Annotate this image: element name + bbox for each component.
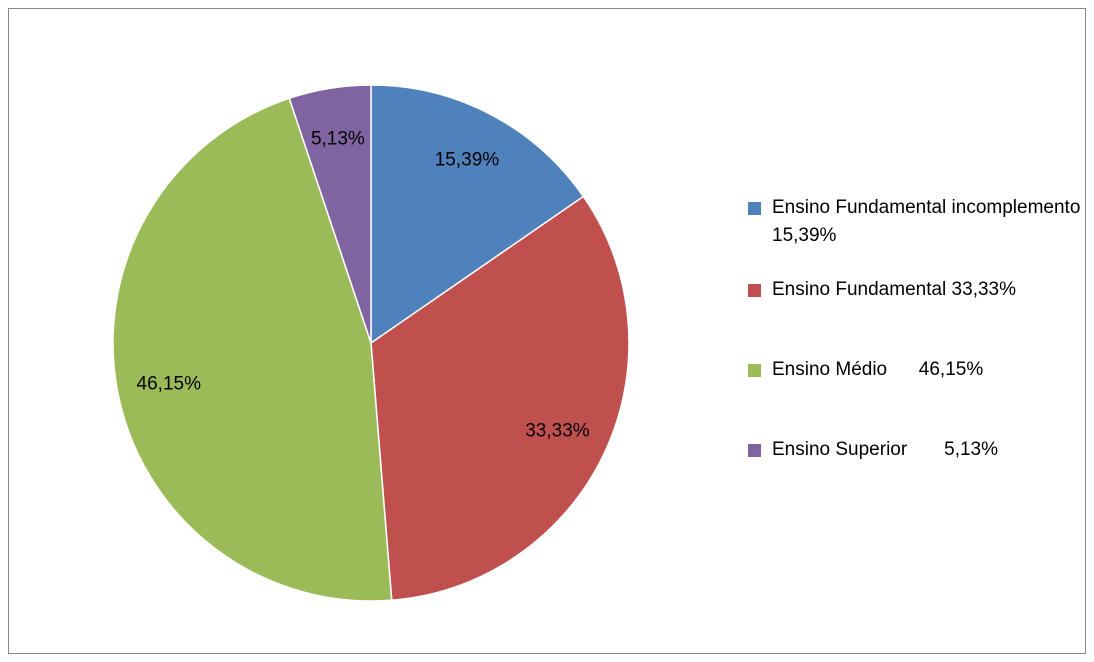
pie-slice [112,97,393,602]
legend-swatch [748,364,761,377]
legend-swatch [748,202,761,215]
legend-item: Ensino Superior 5,13% [748,436,1088,464]
data-label: 33,33% [525,421,590,442]
data-label: 5,13% [311,128,365,149]
legend-label: Ensino Médio 46,15% [772,359,984,380]
legend-label: Ensino Fundamental 33,33% [772,279,1016,300]
pie-slice [288,84,372,344]
legend-label: Ensino Superior 5,13% [772,439,999,460]
legend-swatch [748,284,761,297]
pie-slice [370,84,585,345]
data-label: 15,39% [435,149,500,170]
legend-item: Ensino Fundamental 33,33% [748,276,1088,304]
legend-item: Ensino Médio 46,15% [748,356,1088,384]
legend-item: Ensino Fundamental incomplemento 15,39% [748,194,1088,250]
legend-label: Ensino Fundamental incomplemento 15,39% [772,197,1086,246]
pie-slice [370,195,630,601]
data-label: 46,15% [137,373,202,394]
legend-swatch [748,444,761,457]
